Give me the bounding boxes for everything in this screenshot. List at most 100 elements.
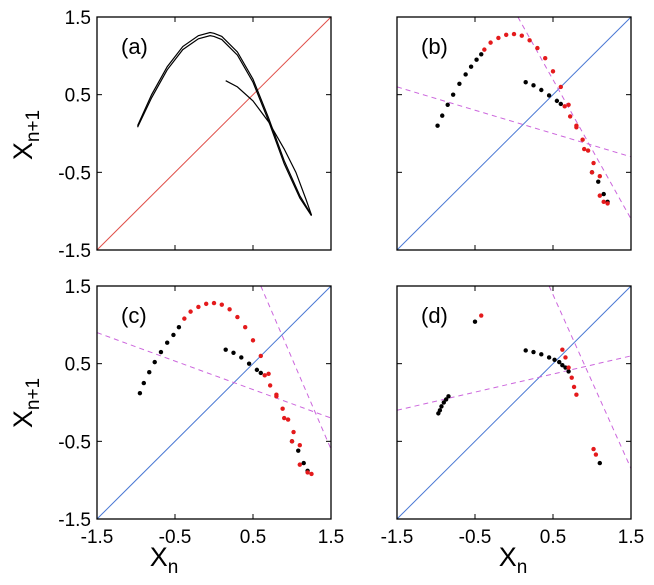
data-point bbox=[282, 415, 287, 421]
y-tick-label: -1.5 bbox=[58, 241, 91, 262]
x-axis-title-right: Xn bbox=[499, 542, 528, 578]
data-point bbox=[566, 365, 571, 370]
data-point bbox=[463, 72, 468, 77]
y-tick-label: -0.5 bbox=[58, 432, 91, 453]
panel-label: (a) bbox=[121, 34, 148, 59]
data-point bbox=[482, 47, 487, 52]
series-2 bbox=[482, 31, 610, 206]
data-point bbox=[601, 199, 606, 205]
data-point bbox=[439, 404, 444, 409]
data-point bbox=[297, 462, 302, 467]
data-point bbox=[496, 35, 501, 41]
data-point bbox=[267, 383, 273, 388]
data-point bbox=[566, 102, 571, 107]
data-point bbox=[596, 179, 601, 184]
data-point bbox=[597, 193, 602, 198]
data-point bbox=[554, 98, 560, 104]
data-point bbox=[571, 384, 577, 390]
manifold-line-2 bbox=[260, 286, 331, 450]
data-point bbox=[297, 443, 302, 448]
data-point bbox=[558, 101, 563, 107]
data-point bbox=[563, 355, 568, 360]
data-point bbox=[468, 64, 474, 69]
diagonal-line bbox=[97, 286, 331, 519]
x-tick-label: 0.5 bbox=[540, 527, 566, 548]
data-point bbox=[560, 347, 565, 352]
panel-c: -1.5 -0.5 0.5 1.5 1.5 0.5 -0.5 -1.5 (c) bbox=[58, 277, 344, 548]
series-2 bbox=[182, 300, 314, 477]
data-point bbox=[557, 359, 562, 365]
x-tick-label: 0.5 bbox=[240, 527, 266, 548]
panel-label: (c) bbox=[121, 303, 147, 328]
y-axis-title-bottom-text: Xn+1 bbox=[8, 378, 44, 428]
data-point bbox=[550, 69, 556, 74]
data-point bbox=[535, 45, 540, 51]
y-tick-label: 1.5 bbox=[65, 277, 91, 298]
plot-area bbox=[97, 17, 331, 250]
data-point bbox=[196, 304, 201, 310]
panel-label: (b) bbox=[421, 34, 448, 59]
x-tick-label: 1.5 bbox=[618, 527, 644, 548]
panel-label: (d) bbox=[421, 303, 448, 328]
data-point bbox=[457, 81, 462, 86]
series-2 bbox=[137, 35, 313, 217]
data-point bbox=[479, 313, 484, 318]
x-tick-label: 1.5 bbox=[318, 527, 344, 548]
series-1 bbox=[137, 31, 313, 216]
y-tick-label: 0.5 bbox=[65, 86, 91, 107]
data-point bbox=[567, 114, 573, 119]
plot-area bbox=[397, 17, 631, 250]
data-point bbox=[204, 301, 209, 307]
data-point bbox=[582, 146, 587, 152]
data-point bbox=[446, 394, 451, 399]
data-point bbox=[258, 370, 263, 376]
data-point bbox=[289, 439, 295, 444]
diagonal-line bbox=[397, 17, 631, 250]
data-point bbox=[546, 93, 552, 98]
x-tick-label: -1.5 bbox=[381, 527, 414, 548]
data-point bbox=[305, 470, 310, 475]
series-1 bbox=[436, 319, 602, 466]
data-point bbox=[566, 369, 571, 374]
data-point bbox=[254, 367, 260, 373]
data-point bbox=[546, 355, 552, 360]
manifold-line-1 bbox=[397, 86, 631, 158]
data-point bbox=[574, 392, 579, 397]
data-point bbox=[539, 352, 544, 357]
data-point bbox=[219, 302, 224, 307]
data-point bbox=[445, 102, 450, 107]
data-point bbox=[601, 191, 606, 197]
data-point bbox=[262, 373, 267, 378]
data-point bbox=[569, 375, 574, 380]
data-point bbox=[182, 316, 187, 321]
series-curve bbox=[137, 31, 313, 216]
data-point bbox=[605, 201, 610, 206]
panel-frame bbox=[396, 16, 632, 251]
data-point bbox=[504, 32, 509, 38]
data-point bbox=[258, 353, 263, 359]
x-axis-title-left-text: Xn bbox=[150, 542, 179, 578]
series-curve bbox=[225, 80, 313, 216]
data-point bbox=[158, 349, 164, 355]
data-point bbox=[472, 319, 478, 324]
panel-d: -1.5 -0.5 0.5 1.5 (d) bbox=[381, 285, 644, 548]
x-axis-title-left: Xn bbox=[150, 542, 179, 578]
data-point bbox=[443, 397, 449, 402]
y-tick-label: 0.5 bbox=[65, 355, 91, 376]
panels: 1.5 0.5 -0.5 -1.5 (a) (b) -1.5 -0.5 0.5 1.5 1.5 0.5… bbox=[58, 8, 644, 548]
series-1 bbox=[137, 324, 310, 474]
data-point bbox=[552, 357, 557, 362]
series-curve bbox=[137, 35, 313, 217]
x-axis-title-right-text: Xn bbox=[499, 542, 528, 578]
data-point bbox=[280, 406, 285, 411]
data-point bbox=[435, 123, 440, 128]
panel-frame bbox=[396, 285, 632, 520]
data-point bbox=[250, 338, 256, 343]
data-point bbox=[440, 113, 445, 118]
data-point bbox=[137, 390, 143, 396]
data-point bbox=[531, 83, 536, 88]
data-point bbox=[231, 350, 236, 355]
manifold-line-1 bbox=[97, 332, 331, 419]
plot-area bbox=[397, 286, 631, 519]
data-point bbox=[188, 309, 193, 314]
